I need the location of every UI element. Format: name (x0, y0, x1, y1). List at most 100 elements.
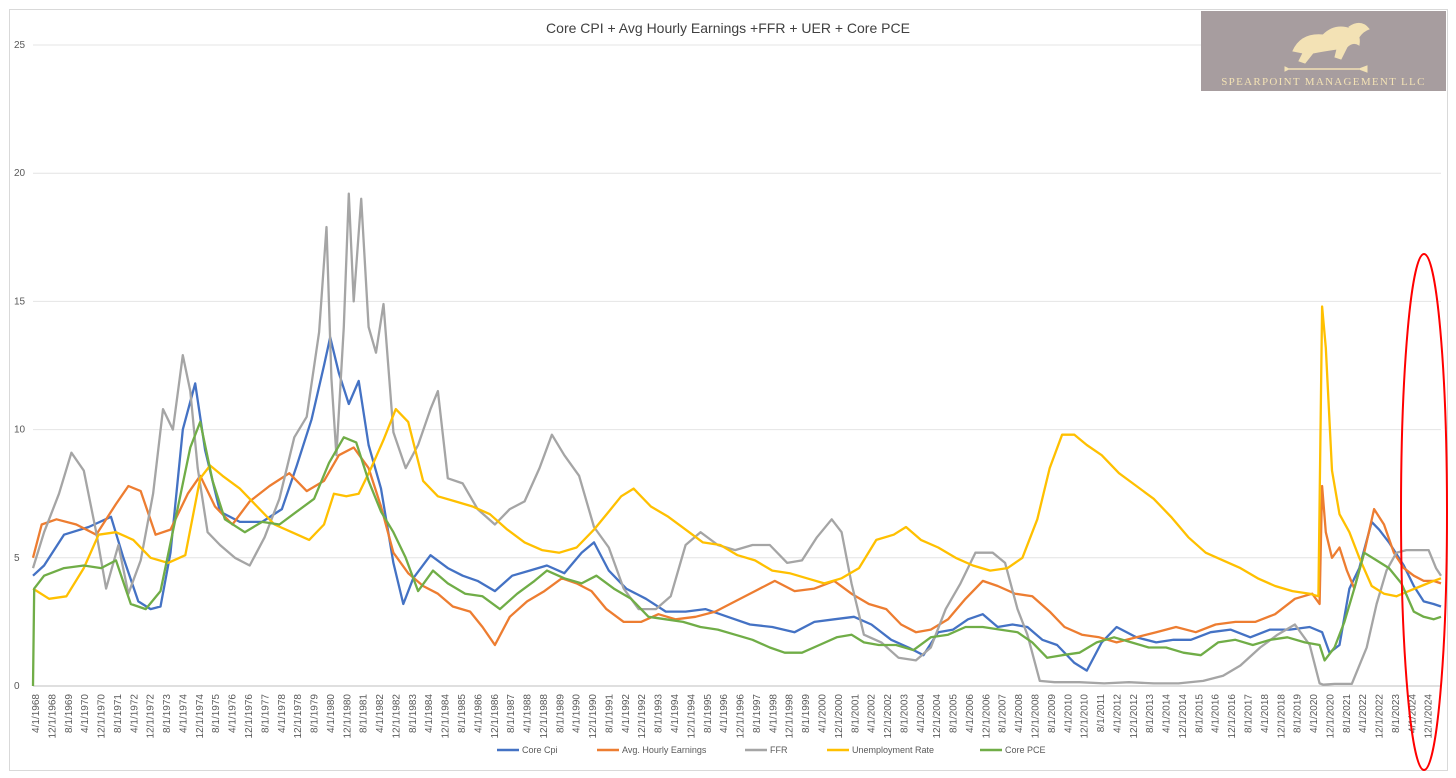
x-tick-label: 12/1/2012 (1129, 694, 1140, 739)
legend-label: Core Cpi (522, 745, 558, 755)
x-tick-label: 8/1/2023 (1391, 694, 1402, 733)
x-tick-label: 12/1/1984 (441, 694, 452, 739)
x-tick-label: 4/1/2010 (1063, 694, 1074, 733)
x-tick-label: 4/1/2002 (867, 694, 878, 733)
x-tick-label: 4/1/2008 (1014, 694, 1025, 733)
lion-icon (1284, 23, 1370, 73)
x-tick-label: 4/1/1996 (719, 694, 730, 733)
x-tick-label: 12/1/1988 (539, 694, 550, 739)
x-tick-label: 12/1/1996 (736, 694, 747, 739)
x-tick-label: 8/1/1993 (654, 694, 665, 733)
y-tick-label: 20 (14, 168, 26, 179)
x-tick-label: 12/1/1992 (637, 694, 648, 739)
logo-text: SPEARPOINT MANAGEMENT LLC (1221, 76, 1426, 88)
series-line (31, 192, 1442, 686)
x-tick-label: 12/1/2008 (1030, 694, 1041, 739)
legend-label: FFR (770, 745, 788, 755)
x-tick-label: 4/1/1986 (473, 694, 484, 733)
x-tick-label: 4/1/1992 (621, 694, 632, 733)
x-tick-label: 8/1/1971 (113, 694, 124, 733)
spearpoint-logo: SPEARPOINT MANAGEMENT LLC (1201, 11, 1446, 91)
x-tick-label: 4/1/2022 (1358, 694, 1369, 733)
x-tick-label: 12/1/1978 (293, 694, 304, 739)
x-tick-label: 4/1/1978 (277, 694, 288, 733)
x-tick-label: 4/1/2024 (1407, 694, 1418, 733)
x-tick-label: 4/1/1988 (523, 694, 534, 733)
highlight-ellipse (1400, 253, 1448, 771)
x-tick-label: 8/1/2015 (1194, 694, 1205, 733)
x-tick-label: 12/1/2024 (1424, 694, 1435, 739)
x-tick-label: 8/1/1977 (260, 694, 271, 733)
x-tick-label: 12/1/1994 (686, 694, 697, 739)
legend-label: Core PCE (1005, 745, 1046, 755)
x-tick-label: 8/1/1975 (211, 694, 222, 733)
x-tick-label: 8/1/2003 (899, 694, 910, 733)
x-tick-label: 4/1/2020 (1309, 694, 1320, 733)
x-tick-label: 8/1/1995 (703, 694, 714, 733)
x-tick-label: 12/1/2004 (932, 694, 943, 739)
x-tick-label: 4/1/1982 (375, 694, 386, 733)
chart-title: Core CPI + Avg Hourly Earnings +FFR + UE… (546, 20, 910, 36)
x-tick-label: 12/1/2000 (834, 694, 845, 739)
x-tick-label: 8/1/1997 (752, 694, 763, 733)
chart-frame (9, 9, 1448, 771)
x-tick-label: 12/1/2016 (1227, 694, 1238, 739)
y-tick-label: 0 (14, 681, 20, 692)
x-tick-label: 12/1/1970 (97, 694, 108, 739)
x-tick-label: 4/1/1994 (670, 694, 681, 733)
x-tick-label: 8/1/1973 (162, 694, 173, 733)
x-tick-label: 12/1/2020 (1325, 694, 1336, 739)
x-tick-label: 4/1/1980 (326, 694, 337, 733)
x-tick-label: 12/1/2014 (1178, 694, 1189, 739)
legend-label: Avg. Hourly Earnings (622, 745, 707, 755)
x-tick-label: 8/1/2013 (1145, 694, 1156, 733)
x-tick-label: 12/1/1968 (47, 694, 58, 739)
x-tick-label: 12/1/1972 (146, 694, 157, 739)
x-tick-label: 4/1/1972 (129, 694, 140, 733)
x-tick-label: 8/1/1991 (604, 694, 615, 733)
x-tick-label: 4/1/2012 (1112, 694, 1123, 733)
x-tick-label: 4/1/2004 (916, 694, 927, 733)
legend-label: Unemployment Rate (852, 745, 934, 755)
x-tick-label: 12/1/1974 (195, 694, 206, 739)
x-tick-label: 12/1/2006 (981, 694, 992, 739)
x-tick-label: 12/1/2018 (1276, 694, 1287, 739)
x-tick-label: 12/1/1986 (490, 694, 501, 739)
x-tick-label: 4/1/1998 (768, 694, 779, 733)
x-tick-label: 8/1/2009 (1047, 694, 1058, 733)
x-tick-label: 8/1/2005 (949, 694, 960, 733)
x-tick-label: 8/1/1989 (555, 694, 566, 733)
x-tick-label: 8/1/1985 (457, 694, 468, 733)
x-axis-ticks: 4/1/1968 12/1/1968 8/1/1969 4/1/1970 12/1/19… (31, 694, 1435, 739)
x-tick-label: 4/1/2018 (1260, 694, 1271, 733)
x-tick-label: 8/1/2017 (1243, 694, 1254, 733)
y-tick-label: 15 (14, 296, 26, 307)
x-tick-label: 4/1/1970 (80, 694, 91, 733)
x-tick-label: 8/1/2019 (1293, 694, 1304, 733)
x-tick-label: 12/1/2002 (883, 694, 894, 739)
y-tick-label: 25 (14, 40, 26, 51)
x-tick-label: 12/1/1980 (342, 694, 353, 739)
x-tick-label: 8/1/2001 (850, 694, 861, 733)
x-tick-label: 12/1/1998 (785, 694, 796, 739)
x-tick-label: 8/1/1983 (408, 694, 419, 733)
x-tick-label: 12/1/1990 (588, 694, 599, 739)
x-tick-label: 4/1/1974 (178, 694, 189, 733)
x-tick-label: 8/1/2011 (1096, 694, 1107, 733)
x-tick-label: 8/1/1969 (64, 694, 75, 733)
x-tick-label: 8/1/1987 (506, 694, 517, 733)
x-tick-label: 4/1/1968 (31, 694, 42, 733)
x-tick-label: 4/1/2016 (1211, 694, 1222, 733)
x-tick-label: 4/1/2014 (1162, 694, 1173, 733)
x-tick-label: 8/1/2007 (998, 694, 1009, 733)
x-tick-label: 8/1/1999 (801, 694, 812, 733)
x-tick-label: 4/1/2006 (965, 694, 976, 733)
x-tick-label: 8/1/1981 (359, 694, 370, 733)
x-tick-label: 12/1/2010 (1080, 694, 1091, 739)
x-tick-label: 4/1/2000 (817, 694, 828, 733)
x-tick-label: 8/1/2021 (1342, 694, 1353, 733)
y-tick-label: 10 (14, 425, 26, 436)
series-line (31, 446, 1442, 647)
x-tick-label: 12/1/1976 (244, 694, 255, 739)
